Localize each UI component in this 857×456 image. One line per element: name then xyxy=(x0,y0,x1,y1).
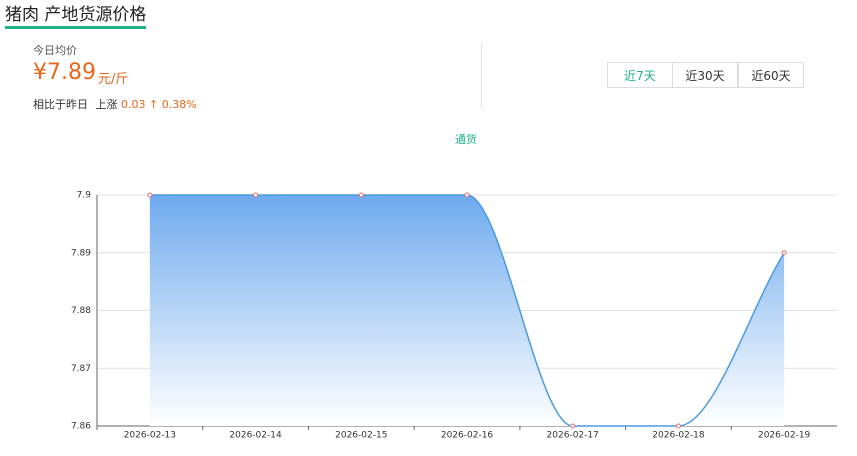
price: ¥7.89 xyxy=(33,60,96,85)
y-tick-label: 7.9 xyxy=(77,191,92,201)
point xyxy=(358,192,364,198)
arrow: ↑ xyxy=(149,98,159,111)
title: 猪肉 产地货源价格 xyxy=(5,4,147,29)
y-tick-label: 7.87 xyxy=(71,364,91,374)
tab[interactable]: 近60天 xyxy=(738,62,804,88)
y-tick-label: 7.89 xyxy=(71,248,91,258)
change: 0.03 xyxy=(121,98,146,111)
x-tick-label: 2026-02-15 xyxy=(335,431,387,441)
point xyxy=(253,192,259,198)
legend-entry[interactable]: 通货 xyxy=(455,133,477,146)
compare-label: 相比于昨日 xyxy=(33,98,88,111)
line xyxy=(149,194,785,427)
compare-row: 相比于昨日 上涨 0.03 ↑ 0.38% xyxy=(33,96,197,112)
x-tick-label: 2026-02-13 xyxy=(124,431,176,441)
change-pct: 0.38% xyxy=(161,98,197,111)
x-tick-label: 2026-02-14 xyxy=(229,431,282,441)
point xyxy=(675,423,681,429)
y-tick-label: 7.88 xyxy=(71,306,91,316)
today-label: 今日均价 xyxy=(33,44,77,57)
tab[interactable]: 近30天 xyxy=(672,62,738,88)
point xyxy=(781,250,787,256)
y-tick-label: 7.86 xyxy=(71,422,91,432)
point xyxy=(464,192,470,198)
point xyxy=(147,192,153,198)
area xyxy=(149,195,785,426)
x-tick-label: 2026-02-18 xyxy=(652,431,705,441)
x-tick-label: 2026-02-19 xyxy=(758,431,811,441)
x-tick-label: 2026-02-17 xyxy=(547,431,599,441)
divider xyxy=(481,42,482,108)
point xyxy=(570,423,576,429)
x-tick-label: 2026-02-16 xyxy=(441,431,494,441)
unit: 元/斤 xyxy=(98,72,129,87)
trend-label: 上涨 xyxy=(95,98,118,111)
